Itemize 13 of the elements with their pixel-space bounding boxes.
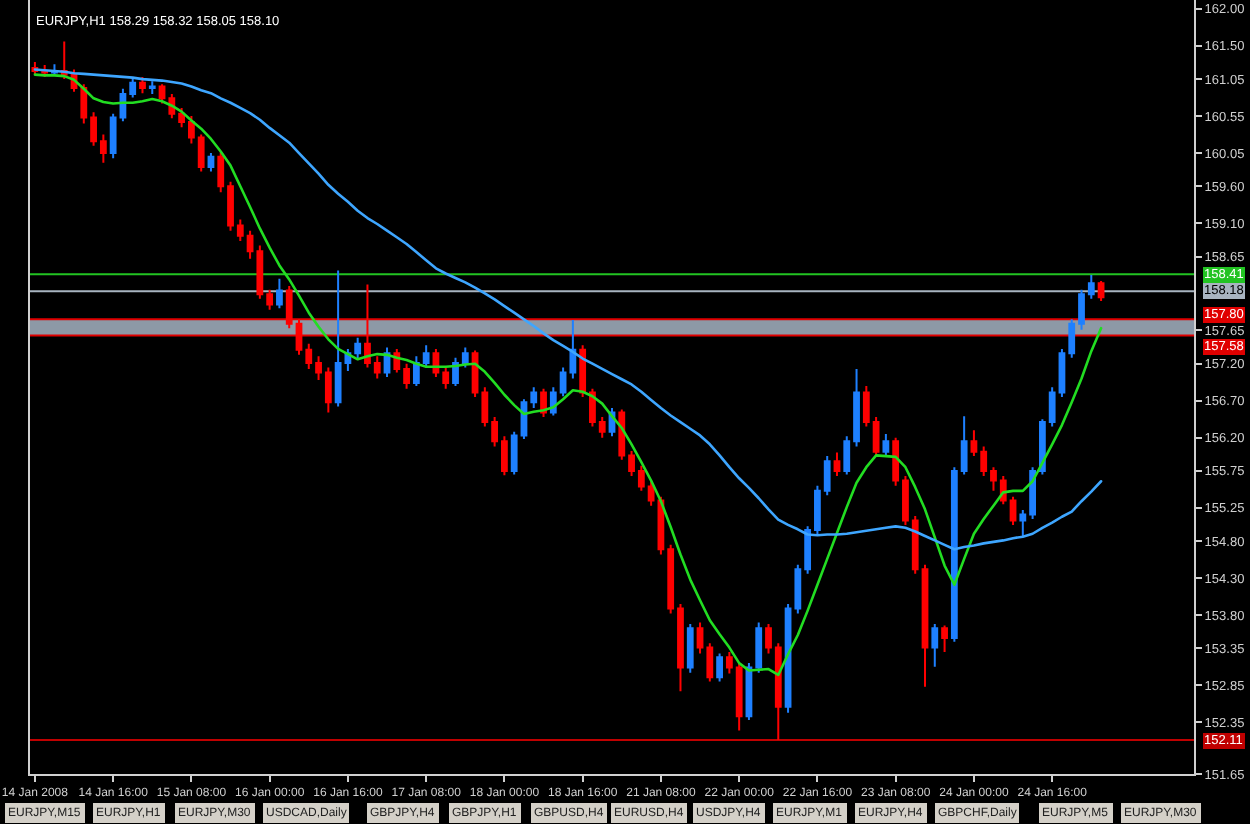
candlestick bbox=[207, 152, 215, 173]
candlestick bbox=[941, 624, 948, 654]
candlestick bbox=[882, 432, 890, 458]
line-series bbox=[33, 68, 1103, 551]
line-series bbox=[33, 73, 1103, 677]
candlestick bbox=[686, 622, 694, 674]
candlestick bbox=[276, 277, 283, 310]
candlestick bbox=[148, 80, 156, 95]
candlestick bbox=[1097, 279, 1105, 302]
candlestick bbox=[716, 652, 723, 683]
candlestick bbox=[833, 451, 841, 478]
candlestick bbox=[931, 622, 939, 668]
candlestick bbox=[139, 75, 146, 95]
